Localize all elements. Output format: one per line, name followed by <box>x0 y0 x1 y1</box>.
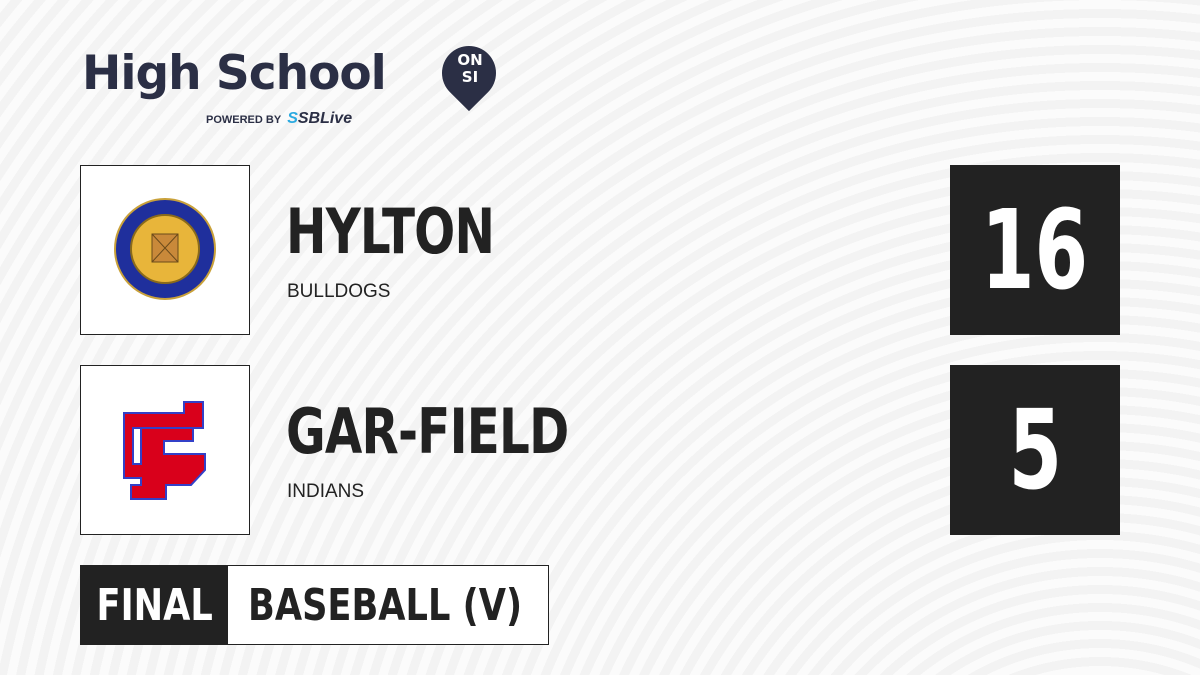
game-status-bar: FINAL BASEBALL (V) <box>80 565 549 645</box>
brand-title: High School <box>82 46 387 101</box>
home-team-score: 16 <box>950 165 1120 335</box>
home-team-name: HYLTON <box>286 195 495 268</box>
garfield-logo-box <box>80 365 250 535</box>
high-school-on-si-logo[interactable]: High School ON SI POWERED BY SSBLive <box>82 34 508 127</box>
home-team-mascot: BULLDOGS <box>287 281 391 302</box>
garfield-gf-logo-icon <box>123 401 206 500</box>
hylton-logo-box <box>80 165 250 335</box>
on-si-badge: ON SI <box>457 51 483 86</box>
sblive-logo: SSBLive <box>287 110 353 127</box>
away-team-score: 5 <box>950 365 1120 535</box>
sport-label: BASEBALL (V) <box>228 566 548 644</box>
final-badge: FINAL <box>81 566 228 644</box>
hylton-seal-icon <box>114 198 216 300</box>
away-team-mascot: INDIANS <box>287 481 365 502</box>
powered-by: POWERED BY SSBLive <box>206 110 353 127</box>
away-team-name: GAR-FIELD <box>286 395 569 468</box>
